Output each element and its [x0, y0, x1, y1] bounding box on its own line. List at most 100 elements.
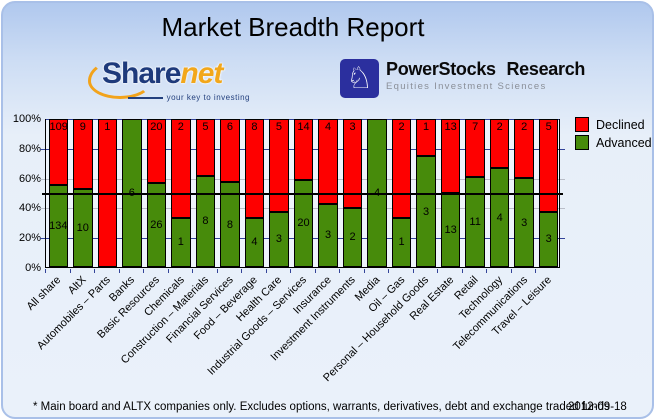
advanced-value-label: 1 [398, 236, 405, 249]
segment-declined: 7 [465, 119, 485, 177]
x-tick [94, 269, 96, 273]
advanced-value-label: 8 [202, 215, 209, 228]
x-tick [412, 269, 414, 273]
bar-all-share: 109 134 [48, 119, 68, 267]
advanced-value-label: 10 [76, 222, 89, 235]
segment-declined: 1 [416, 119, 436, 156]
bar-retail: 7 11 [465, 119, 485, 267]
segment-declined: 2 [391, 119, 412, 218]
y-axis-label-0pct: 0% [25, 262, 41, 274]
segment-advanced: 3 [416, 156, 436, 267]
sharenet-tagline-row: your key to investing [128, 93, 250, 102]
x-tick [290, 269, 292, 273]
sharenet-wordmark: Sharenet [102, 57, 223, 91]
segment-declined: 109 [48, 119, 68, 186]
bar-basic-resources: 20 26 [146, 119, 167, 267]
y-axis-label-100pct: 100% [12, 113, 41, 125]
segment-declined: 14 [293, 119, 314, 180]
advanced-label: Advanced [596, 135, 652, 150]
declined-value-label: 20 [150, 121, 163, 134]
segment-declined: 5 [538, 119, 559, 212]
y-axis-label-20pct: 20% [18, 232, 41, 245]
x-tick [535, 269, 537, 273]
x-tick [45, 269, 46, 273]
declined-label: Declined [596, 117, 645, 132]
footer-note: * Main board and ALTX companies only. Ex… [33, 401, 610, 413]
declined-value-label: 9 [79, 121, 86, 134]
declined-value-label: 7 [472, 121, 479, 134]
declined-value-label: 4 [324, 121, 332, 134]
segment-declined: 9 [73, 119, 93, 190]
declined-value-label: 5 [275, 121, 283, 133]
declined-value-label: 2 [521, 121, 528, 134]
powerstocks-subtitle: Equities Investment Sciences [386, 81, 547, 92]
declined-value-label: 1 [423, 121, 430, 133]
segment-advanced: 8 [195, 175, 216, 267]
powerstocks-title: PowerStocks Research [386, 59, 586, 79]
advanced-value-label: 3 [521, 216, 528, 229]
advanced-value-label: 4 [496, 211, 503, 224]
fifty-percent-reference-line [42, 193, 563, 195]
declined-value-label: 2 [398, 121, 405, 134]
y-tick [40, 148, 45, 150]
segment-advanced: 3 [269, 211, 289, 267]
x-tick [192, 269, 194, 273]
x-axis-label-all-share: All share [25, 274, 64, 313]
x-tick [363, 269, 365, 273]
sharenet-tagline-rule [128, 96, 163, 99]
segment-advanced: 3 [318, 203, 338, 267]
advanced-value-label: 134 [49, 220, 68, 233]
segment-declined: 2 [171, 119, 191, 218]
advanced-value-label: 2 [349, 231, 356, 244]
segment-advanced: 134 [48, 185, 68, 267]
declined-value-label: 2 [177, 121, 184, 134]
declined-value-label: 2 [496, 121, 503, 134]
advanced-value-label: 3 [423, 205, 430, 218]
bar-industrial-goods-services: 14 20 [293, 119, 314, 267]
x-tick [486, 269, 488, 273]
x-tick [437, 269, 439, 273]
advanced-value-label: 20 [297, 217, 310, 230]
segment-declined: 5 [195, 119, 216, 176]
powerstocks-text: PowerStocks Research Equities Investment… [386, 59, 585, 92]
declined-swatch [575, 117, 589, 132]
x-tick [461, 269, 463, 273]
advanced-value-label: 3 [545, 233, 552, 246]
y-tick [560, 238, 565, 240]
advanced-swatch [575, 135, 589, 150]
segment-declined: 2 [514, 119, 534, 179]
y-tick [560, 178, 565, 180]
y-tick [40, 238, 45, 240]
advanced-value-label: 8 [226, 218, 233, 231]
segment-declined: 2 [489, 119, 510, 169]
x-tick [167, 269, 169, 273]
bar-altx: 9 10 [73, 119, 93, 267]
y-axis-label-60pct: 60% [18, 172, 41, 185]
segment-advanced: 1 [171, 217, 191, 267]
segment-advanced: 2 [342, 207, 363, 267]
y-axis-label-80pct: 80% [18, 142, 41, 155]
x-tick [510, 269, 512, 273]
legend-item-declined: Declined [575, 117, 645, 132]
x-tick [265, 269, 267, 273]
y-tick [560, 148, 565, 150]
declined-value-label: 6 [226, 121, 233, 134]
x-tick [216, 269, 218, 273]
segment-declined: 4 [318, 119, 338, 204]
segment-advanced: 4 [489, 168, 510, 267]
segment-advanced: 13 [440, 193, 461, 267]
powerstocks-logo: ♘ PowerStocks Research Equities Investme… [340, 59, 585, 103]
segment-advanced: 1 [391, 217, 412, 267]
y-axis-label-40pct: 40% [18, 202, 41, 215]
segment-declined: 3 [342, 119, 363, 208]
page-title: Market Breadth Report [161, 12, 425, 42]
segment-declined: 8 [244, 119, 265, 218]
segment-advanced: 20 [293, 179, 314, 267]
segment-advanced: 11 [465, 176, 485, 267]
segment-declined: 6 [220, 119, 240, 183]
